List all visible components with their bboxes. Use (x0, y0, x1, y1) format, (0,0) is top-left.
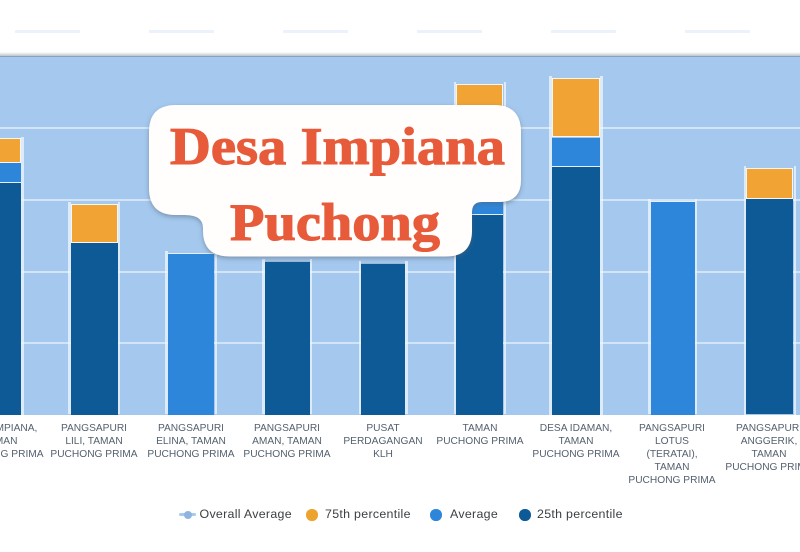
svg-text:Puchong: Puchong (230, 194, 440, 252)
svg-text:Desa Impiana: Desa Impiana (170, 118, 505, 176)
